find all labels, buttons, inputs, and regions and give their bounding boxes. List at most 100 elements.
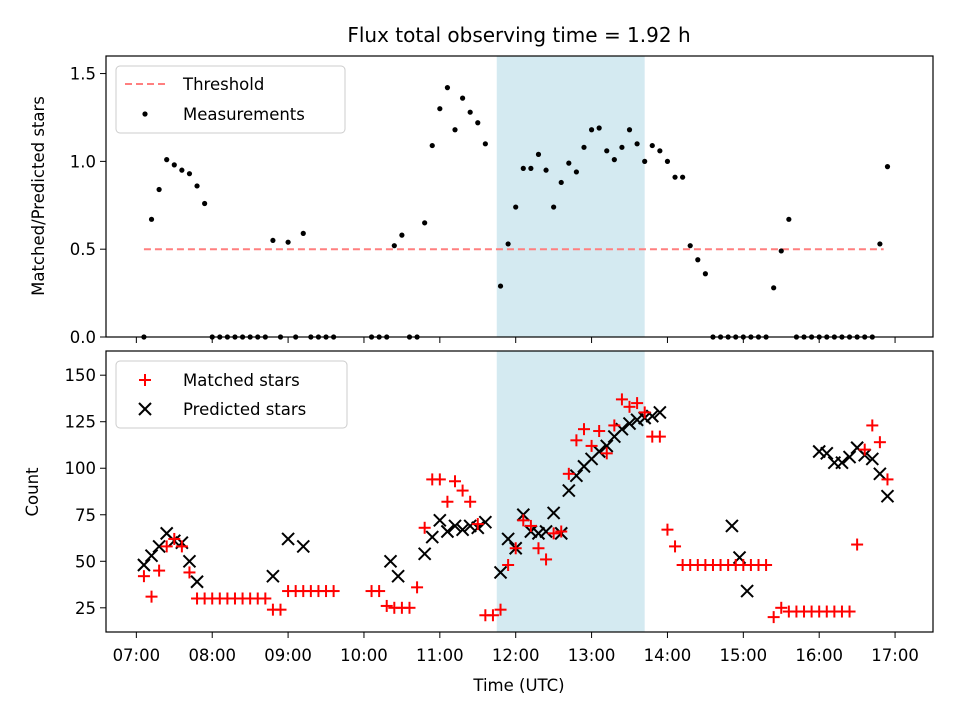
legend-matched-swatch — [139, 374, 151, 386]
x-tick-label: 16:00 — [795, 646, 843, 665]
matched-star-point — [145, 590, 158, 603]
measurement-point — [164, 157, 170, 163]
matched-star-point — [327, 585, 340, 598]
x-tick-label: 09:00 — [264, 646, 312, 665]
top-shaded-window — [496, 56, 645, 337]
predicted-star-point — [463, 519, 477, 533]
predicted-star-point — [725, 519, 739, 533]
x-tick-label: 11:00 — [416, 646, 464, 665]
measurement-point — [884, 164, 891, 170]
predicted-star-point — [144, 548, 159, 563]
measurement-point — [171, 162, 177, 168]
matched-star-point — [471, 518, 484, 531]
top-x-ticks — [135, 337, 896, 343]
measurement-point — [437, 106, 443, 112]
matched-star-point — [403, 601, 416, 614]
matched-star-point — [274, 603, 287, 616]
x-axis-label: Time (UTC) — [472, 676, 564, 695]
matched-star-point — [464, 495, 477, 508]
matched-star-point — [183, 566, 196, 579]
matched-star-point — [858, 443, 871, 456]
matched-star-point — [593, 425, 606, 438]
measurement-point — [270, 237, 276, 244]
matched-star-point — [449, 475, 462, 488]
measurement-point — [786, 216, 792, 222]
matched-star-point — [866, 419, 879, 432]
y-tick-label: 125 — [65, 413, 97, 432]
y-tick-label: 1.0 — [70, 152, 96, 171]
chart-title: Flux total observing time = 1.92 h — [347, 23, 690, 47]
predicted-star-point — [190, 575, 204, 589]
measurement-point — [505, 241, 511, 247]
measurement-point — [558, 179, 564, 186]
measurement-point — [771, 285, 777, 291]
y-tick-label: 100 — [65, 459, 97, 478]
measurement-point — [543, 167, 549, 173]
measurement-point — [452, 127, 458, 133]
matched-star-point — [517, 514, 530, 527]
predicted-star-point — [448, 519, 462, 533]
matched-star-point — [851, 538, 864, 551]
measurement-point — [300, 230, 306, 236]
matched-star-point — [524, 519, 537, 532]
matched-star-point — [843, 605, 856, 618]
measurement-point — [588, 127, 595, 133]
matched-star-point — [168, 532, 181, 545]
matched-star-point — [653, 430, 666, 443]
measurement-point — [459, 95, 466, 101]
matched-star-point — [259, 592, 272, 605]
x-tick-label: 10:00 — [340, 646, 388, 665]
matched-star-point — [175, 540, 188, 553]
measurement-point — [581, 144, 587, 150]
matched-star-point — [615, 393, 628, 406]
matched-star-point — [547, 527, 560, 540]
predicted-star-point — [152, 539, 166, 554]
top-legend-box — [115, 65, 346, 134]
top-panel: 0.0 0.5 1.0 1.5 Flux total observing time =… — [29, 23, 934, 347]
matched-star-point — [577, 423, 590, 436]
x-tick-label: 08:00 — [188, 646, 236, 665]
predicted-star-point — [622, 416, 637, 431]
matched-star-point — [486, 609, 499, 622]
measurement-point — [475, 120, 481, 126]
top-axes-frame — [105, 55, 934, 338]
matched-star-point — [600, 447, 613, 460]
bottom-x-ticks: 07:00 08:00 09:00 10:00 11:00 12:00 13:00 14:00… — [113, 632, 919, 665]
matched-star-point — [669, 540, 682, 553]
matched-star-point — [380, 599, 393, 612]
measurement-point — [535, 151, 542, 157]
x-tick-label: 15:00 — [720, 646, 768, 665]
matched-star-point — [502, 559, 515, 572]
measurement-point — [179, 167, 185, 173]
measurement-point — [702, 271, 708, 277]
measurement-point — [664, 158, 671, 164]
measurement-point — [202, 200, 208, 207]
matched-star-point — [623, 400, 636, 413]
measurement-point — [391, 243, 397, 249]
matched-star-point — [494, 603, 507, 616]
predicted-star-point — [281, 532, 295, 546]
x-tick-label: 12:00 — [492, 646, 540, 665]
measurement-point — [642, 158, 648, 164]
y-tick-label: 0.0 — [70, 328, 96, 347]
predicted-star-point — [137, 558, 151, 572]
matched-star-point — [441, 495, 454, 508]
x-tick-label: 14:00 — [644, 646, 692, 665]
predicted-star-point — [455, 522, 470, 537]
measurement-point — [596, 125, 602, 131]
matched-star-point — [540, 553, 553, 566]
measurement-point — [566, 160, 572, 166]
legend-predicted-swatch — [138, 402, 152, 416]
predicted-star-point — [562, 483, 576, 498]
measurement-point — [672, 174, 678, 180]
predicted-star-point — [592, 444, 606, 459]
count-points — [137, 393, 895, 624]
measurement-point — [680, 174, 686, 180]
measurement-point — [657, 148, 663, 154]
predicted-star-point — [835, 455, 849, 470]
matched-star-point — [775, 601, 788, 614]
matched-star-point — [638, 406, 651, 419]
matched-star-point — [160, 540, 173, 553]
predicted-star-point — [391, 569, 405, 583]
